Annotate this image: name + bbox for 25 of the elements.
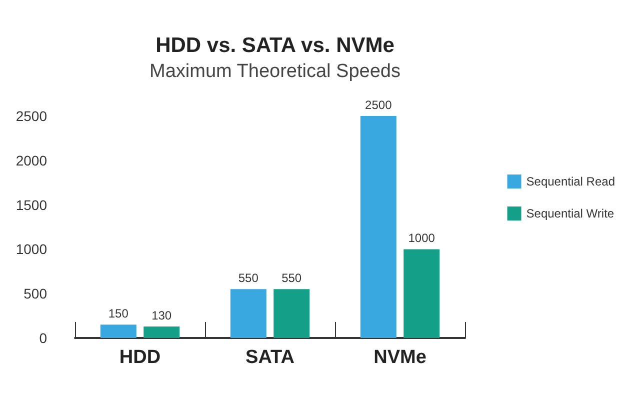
- x-tick-label: NVMe: [374, 347, 426, 368]
- bar: [274, 289, 310, 338]
- data-label: 1000: [408, 231, 436, 246]
- bar: [404, 249, 440, 338]
- bar: [144, 326, 180, 338]
- data-label: 150: [108, 306, 129, 321]
- y-tick-label: 0: [39, 330, 48, 346]
- y-tick-label: 1500: [16, 196, 48, 213]
- x-tick-label: SATA: [246, 347, 295, 368]
- legend-label: Sequential Write: [526, 206, 614, 220]
- bar: [360, 116, 396, 338]
- chart-title: HDD vs. SATA vs. NVMe: [156, 34, 394, 57]
- legend-label: Sequential Read: [526, 174, 615, 188]
- data-label: 2500: [365, 98, 392, 112]
- data-label: 130: [152, 308, 172, 322]
- y-tick-label: 1000: [16, 241, 48, 258]
- bar: [100, 324, 136, 338]
- chart-subtitle: Maximum Theoretical Speeds: [150, 61, 400, 82]
- y-tick-label: 500: [24, 286, 48, 302]
- data-label: 550: [238, 271, 259, 286]
- data-label: 550: [282, 271, 302, 286]
- bar: [230, 289, 266, 338]
- y-tick-label: 2500: [16, 108, 48, 124]
- y-tick-label: 2000: [16, 152, 48, 168]
- x-tick-label: HDD: [119, 347, 161, 368]
